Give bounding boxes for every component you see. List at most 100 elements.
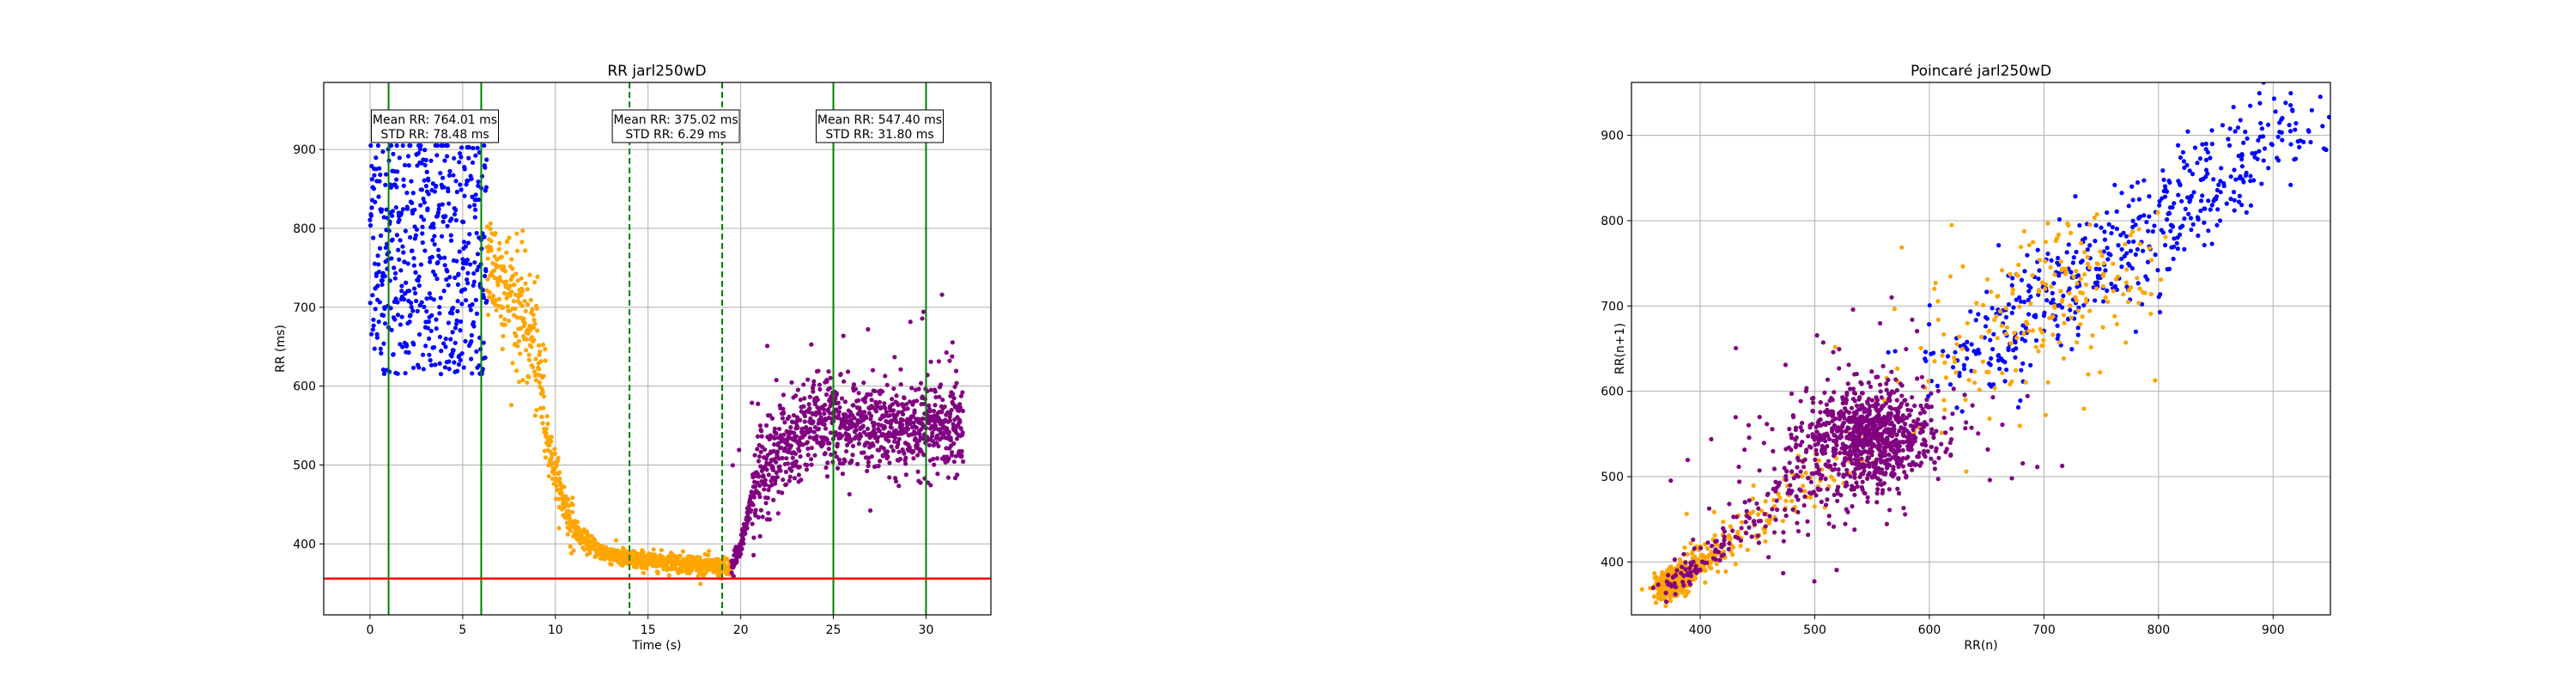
poincare-point-baseline xyxy=(2019,277,2025,283)
poincare-point-baseline xyxy=(2109,230,2114,236)
poincare-point-baseline xyxy=(2051,281,2057,286)
rr-point-baseline xyxy=(368,143,374,149)
poincare-point-recovery xyxy=(1854,452,1859,457)
poincare-point-baseline xyxy=(2176,192,2181,198)
rr-point-transition xyxy=(556,455,561,461)
poincare-point-recovery xyxy=(1934,429,1939,434)
poincare-point-baseline xyxy=(2203,147,2208,152)
rr-point-recovery xyxy=(756,401,761,406)
poincare-point-transition xyxy=(2028,301,2033,307)
rr-point-recovery xyxy=(916,438,922,443)
rr-point-baseline xyxy=(436,206,441,212)
poincare-point-transition xyxy=(2030,273,2035,278)
poincare-point-transition xyxy=(1984,277,1990,282)
rr-point-baseline xyxy=(453,179,459,184)
rr-point-recovery xyxy=(948,411,953,416)
poincare-point-transition xyxy=(2090,332,2095,338)
rr-point-recovery xyxy=(758,508,764,513)
rr-point-recovery xyxy=(948,438,953,443)
poincare-point-recovery xyxy=(1898,381,1904,386)
rr-point-baseline xyxy=(436,203,441,208)
poincare-point-transition xyxy=(1979,334,1984,339)
rr-point-baseline xyxy=(403,370,408,376)
poincare-point-recovery xyxy=(1849,405,1855,410)
poincare-point-recovery xyxy=(1674,585,1679,590)
poincare-point-baseline xyxy=(1996,358,2001,363)
poincare-point-transition xyxy=(1940,353,1945,358)
rr-point-recovery xyxy=(792,430,797,435)
rr-point-recovery xyxy=(876,464,881,469)
poincare-point-recovery xyxy=(1794,494,1799,499)
rr-point-baseline xyxy=(377,300,382,305)
poincare-point-transition xyxy=(2057,340,2062,345)
poincare-point-baseline xyxy=(2050,290,2055,295)
poincare-point-recovery xyxy=(1822,390,1827,395)
poincare-point-transition xyxy=(2078,277,2083,282)
poincare-point-baseline xyxy=(2178,232,2183,237)
rr-point-transition xyxy=(485,277,490,282)
poincare-point-baseline xyxy=(2025,252,2030,258)
rr-point-transition xyxy=(570,502,575,508)
poincare-point-baseline xyxy=(2203,157,2209,162)
rr-point-recovery xyxy=(894,393,899,398)
rr-point-recovery xyxy=(771,448,776,453)
poincare-point-recovery xyxy=(1901,506,1906,511)
rr-point-baseline xyxy=(401,250,406,255)
rr-point-transition xyxy=(530,364,536,370)
poincare-point-baseline xyxy=(2093,239,2098,244)
rr-point-recovery xyxy=(770,467,776,472)
rr-point-recovery xyxy=(871,443,876,448)
poincare-point-recovery xyxy=(1910,395,1915,400)
rr-point-recovery xyxy=(868,413,874,419)
rr-point-recovery xyxy=(767,517,773,522)
poincare-point-baseline xyxy=(2233,177,2239,182)
rr-point-baseline xyxy=(398,322,403,327)
rr-point-baseline xyxy=(432,189,438,194)
poincare-point-baseline xyxy=(1990,306,1995,311)
rr-point-transition xyxy=(697,555,702,560)
rr-point-recovery xyxy=(882,401,887,406)
rr-point-transition xyxy=(537,380,543,386)
poincare-point-recovery xyxy=(1904,428,1909,433)
poincare-point-transition xyxy=(2045,380,2050,385)
rr-point-baseline xyxy=(371,186,377,192)
rr-point-recovery xyxy=(934,456,940,461)
rr-point-baseline xyxy=(397,257,402,262)
rr-point-recovery xyxy=(942,404,947,410)
poincare-point-recovery xyxy=(1949,426,1954,431)
rr-point-transition xyxy=(680,549,686,554)
rr-point-transition xyxy=(655,570,660,576)
rr-point-baseline xyxy=(372,261,378,266)
poincare-point-recovery xyxy=(1826,514,1832,519)
rr-point-recovery xyxy=(897,456,903,462)
poincare-point-recovery xyxy=(1722,538,1727,543)
poincare-point-recovery xyxy=(1917,450,1922,455)
rr-point-recovery xyxy=(932,462,937,467)
rr-point-transition xyxy=(504,250,509,255)
poincare-point-baseline xyxy=(2191,190,2196,195)
rr-point-recovery xyxy=(823,392,829,398)
rr-point-recovery xyxy=(751,495,756,500)
rr-point-baseline xyxy=(412,207,417,212)
poincare-point-baseline xyxy=(2239,156,2245,162)
poincare-point-recovery xyxy=(1850,504,1855,509)
poincare-point-recovery xyxy=(1663,599,1669,605)
rr-point-recovery xyxy=(772,426,778,431)
poincare-point-transition xyxy=(2112,313,2117,319)
poincare-point-transition xyxy=(2078,322,2083,327)
poincare-point-transition xyxy=(2068,230,2074,235)
poincare-point-recovery xyxy=(1869,453,1874,458)
rr-point-recovery xyxy=(920,309,927,314)
poincare-point-transition xyxy=(1941,331,1947,337)
poincare-point-transition xyxy=(2136,301,2142,306)
rr-point-baseline xyxy=(392,265,397,271)
poincare-point-recovery xyxy=(1680,580,1686,585)
poincare-point-baseline xyxy=(2035,247,2040,252)
rr-x-tick-label: 30 xyxy=(919,623,934,637)
poincare-point-recovery xyxy=(1854,480,1859,485)
poincare-point-baseline xyxy=(2183,206,2188,211)
rr-point-recovery xyxy=(909,386,914,391)
rr-point-recovery xyxy=(898,382,903,387)
rr-point-recovery xyxy=(756,474,762,479)
rr-point-baseline xyxy=(472,259,477,265)
